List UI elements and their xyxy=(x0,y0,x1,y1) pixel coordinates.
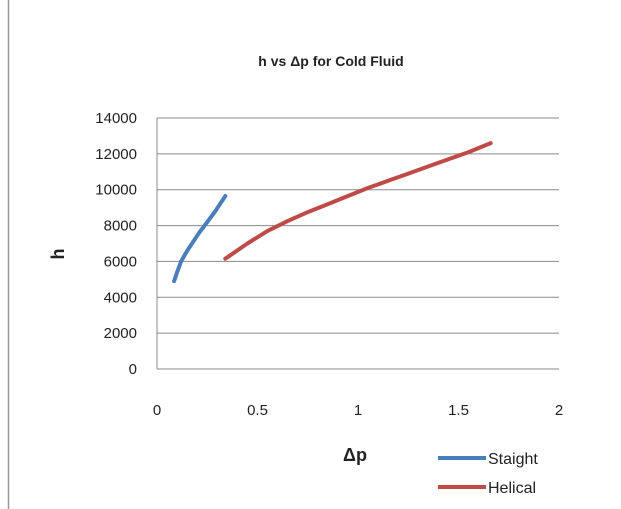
gridlines xyxy=(157,117,559,334)
x-tick-label: 2 xyxy=(555,402,563,419)
x-axis-label: Δp xyxy=(343,445,367,465)
y-axis-ticks: 0 2000 4000 6000 8000 10000 12000 14000 xyxy=(95,110,137,378)
axes xyxy=(156,118,559,370)
series-lines xyxy=(172,141,493,284)
y-tick-label: 2000 xyxy=(104,325,137,342)
series-line-staight xyxy=(172,194,228,284)
y-tick-label: 4000 xyxy=(104,289,137,306)
y-tick-label: 14000 xyxy=(95,110,137,127)
x-tick-label: 0 xyxy=(153,402,161,419)
x-tick-label: 1 xyxy=(354,402,362,419)
x-axis-ticks: 0 0.5 1 1.5 2 xyxy=(153,402,563,419)
x-tick-label: 0.5 xyxy=(247,402,268,419)
legend: Staight Helical xyxy=(438,451,538,497)
legend-label-staight: Staight xyxy=(488,451,538,468)
y-axis-label: h xyxy=(48,249,68,260)
y-tick-label: 12000 xyxy=(95,146,137,163)
series-line-helical xyxy=(223,141,493,261)
y-tick-label: 8000 xyxy=(104,218,137,235)
legend-label-helical: Helical xyxy=(488,480,536,497)
y-tick-label: 6000 xyxy=(104,253,137,270)
chart-title: h vs Δp for Cold Fluid xyxy=(258,53,403,69)
y-tick-label: 0 xyxy=(129,361,137,378)
y-tick-label: 10000 xyxy=(95,182,137,199)
x-tick-label: 1.5 xyxy=(448,402,469,419)
